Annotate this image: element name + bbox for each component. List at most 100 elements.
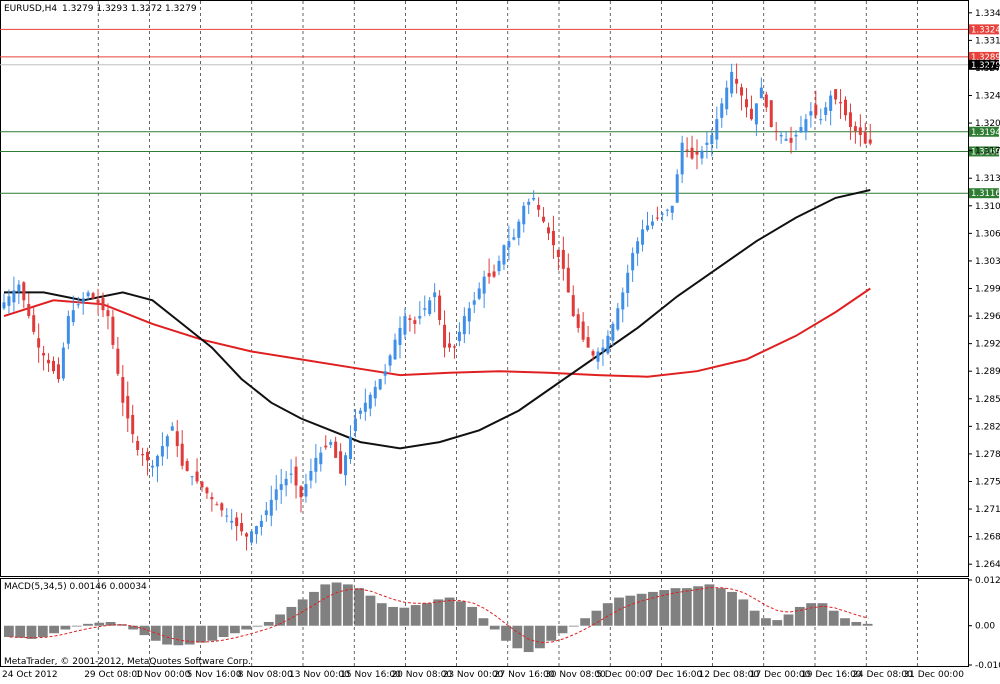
candle-up [799, 127, 803, 133]
candle-up [304, 484, 308, 497]
candle-up [329, 442, 333, 445]
macd-bar [320, 584, 331, 626]
macd-bar [636, 593, 647, 626]
y-tick-label: 1.3135 [975, 174, 1000, 184]
candle-down [37, 338, 41, 348]
candle-up [428, 300, 432, 315]
macd-bar [614, 597, 624, 626]
candle-down [200, 481, 204, 488]
candle-down [96, 299, 100, 305]
level-label: 1.3116 [971, 189, 1000, 199]
candle-down [690, 147, 694, 159]
candle-down [413, 320, 417, 324]
candle-up [779, 134, 783, 137]
candle-down [586, 337, 590, 348]
macd-title: MACD(5,34,5) 0.00146 0.00034 [4, 582, 147, 592]
level-label: 1.3279 [971, 61, 1000, 71]
macd-bar [478, 618, 489, 626]
macd-bar [783, 614, 794, 626]
candle-up [725, 87, 729, 110]
macd-bar [26, 625, 37, 639]
candle-up [502, 245, 506, 265]
candle-down [180, 443, 184, 466]
candle-up [393, 339, 397, 360]
candle-up [12, 290, 16, 303]
macd-bar [410, 605, 421, 626]
macd-bar [715, 588, 726, 626]
candle-down [408, 318, 412, 321]
candle-down [111, 316, 115, 345]
candle-up [650, 221, 654, 226]
candle-up [165, 436, 169, 447]
candle-up [611, 323, 615, 341]
candle-up [349, 436, 352, 460]
macd-bar [241, 625, 252, 630]
candle-down [868, 139, 872, 144]
candle-down [556, 249, 560, 257]
macd-bar [512, 625, 523, 649]
y-tick-label: 1.2715 [975, 505, 1000, 515]
candle-down [839, 102, 843, 104]
macd-bar [862, 623, 873, 626]
level-label: 1.3194 [971, 128, 1000, 138]
macd-bar [173, 625, 184, 646]
candle-up [7, 296, 11, 306]
y-tick-label: 1.2820 [975, 422, 1000, 432]
candle-up [378, 379, 382, 390]
macd-bar [433, 599, 444, 626]
macd-bar [139, 625, 150, 636]
moving-average-red [3, 287, 871, 378]
candle-down [848, 112, 852, 128]
y-tick-label: 1.2750 [975, 477, 1000, 487]
level-label-box [969, 24, 999, 35]
candle-up [621, 292, 625, 310]
macd-bar [727, 591, 737, 626]
macd-bar [806, 603, 817, 626]
candle-down [131, 414, 135, 435]
candle-up [363, 402, 367, 412]
macd-axis: 0.01217 0.00 -0.01045 [968, 576, 1000, 671]
y-tick-label: 1.2785 [975, 450, 1000, 460]
candle-up [477, 288, 481, 299]
candle-down [299, 486, 303, 498]
macd-bar [128, 625, 139, 630]
candle-up [155, 455, 159, 467]
candle-up [254, 526, 258, 535]
macd-bar [105, 621, 116, 626]
candle-up [225, 515, 229, 517]
candle-down [566, 267, 570, 293]
candle-up [279, 484, 283, 490]
macd-bar [817, 603, 828, 626]
candle-up [472, 300, 476, 305]
macd-bar [275, 614, 285, 626]
macd-bar [580, 618, 591, 626]
macd-bar [648, 591, 658, 626]
candle-up [829, 95, 833, 111]
x-tick-label: 24 Dec 08:00 [852, 670, 913, 680]
candle-down [106, 310, 110, 317]
y-tick-label: 1.3275 [975, 64, 1000, 74]
candle-down [695, 151, 699, 155]
x-tick-label: 20 Nov 08:00 [391, 670, 452, 680]
candle-down [745, 99, 748, 108]
x-tick-label: 1 Nov 00:00 [135, 670, 190, 680]
y-tick-label: 1.3030 [975, 257, 1000, 267]
macd-bar [557, 625, 568, 634]
candle-down [764, 94, 768, 108]
candle-down [205, 487, 209, 494]
macd-bar [851, 621, 862, 626]
macd-bar [388, 606, 398, 626]
candle-up [17, 284, 21, 292]
candle-down [294, 466, 298, 486]
macd-bar [354, 588, 365, 626]
macd-bar [704, 584, 715, 626]
macd-bar [116, 624, 127, 626]
x-tick-label: 30 Nov 08:00 [545, 670, 606, 680]
candle-up [284, 478, 288, 486]
level-label-box [969, 51, 999, 62]
candle-down [245, 533, 249, 537]
candle-down [487, 273, 491, 277]
candle-up [250, 531, 253, 543]
